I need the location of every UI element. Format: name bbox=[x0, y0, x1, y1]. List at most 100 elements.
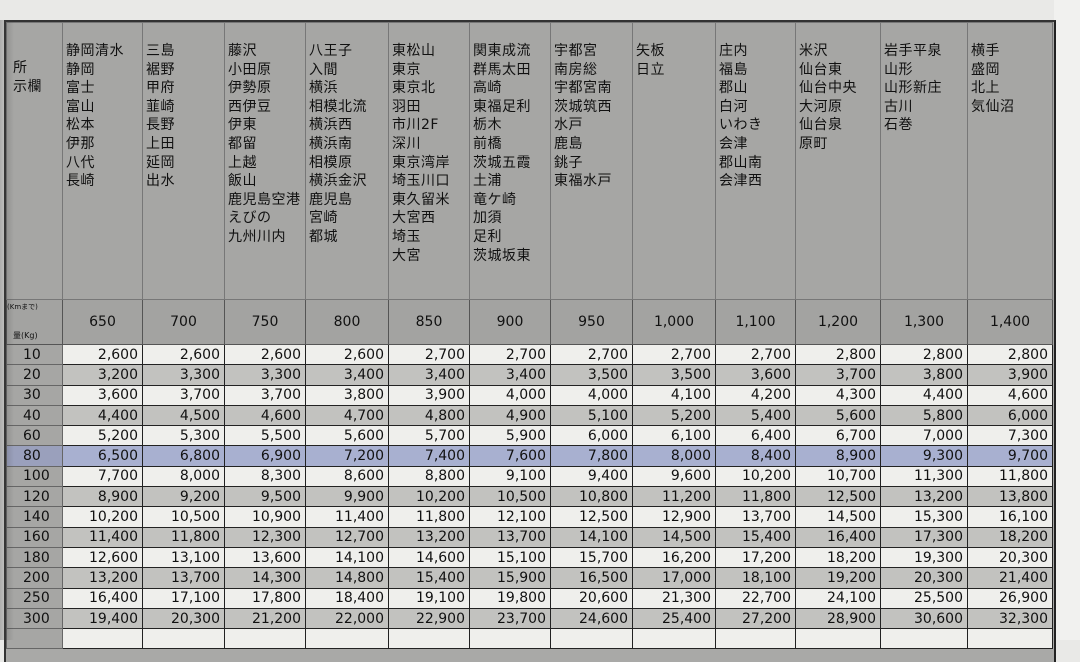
destination-name: 気仙沼 bbox=[971, 98, 1015, 115]
weight-cell: 60 bbox=[6, 425, 63, 447]
binding-shadow bbox=[0, 20, 14, 640]
rate-cell bbox=[967, 628, 1053, 650]
destination-name: 西伊豆 bbox=[228, 98, 272, 115]
destination-name: 石巻 bbox=[884, 117, 913, 134]
destination-name: 庄内 bbox=[719, 43, 748, 59]
destination-name: 仙台中央 bbox=[799, 80, 857, 97]
weight-cell: 120 bbox=[6, 486, 63, 508]
weight-cell: 30 bbox=[6, 384, 63, 406]
rate-cell: 3,400 bbox=[469, 364, 551, 386]
rate-cell: 2,700 bbox=[469, 343, 551, 366]
rate-cell: 8,900 bbox=[795, 445, 881, 467]
weight-cell: 20 bbox=[6, 364, 63, 386]
rate-cell: 7,400 bbox=[388, 445, 470, 467]
destination-name: 都留 bbox=[228, 135, 257, 152]
destination-name: 土浦 bbox=[473, 173, 502, 190]
destination-column-header: 宇都宮 南房総 宇都宮南 茨城筑西 水戸 鹿島 銚子 東福水戸 bbox=[550, 22, 633, 300]
rate-cell: 11,800 bbox=[142, 526, 225, 548]
destination-list: 矢板 日立 bbox=[633, 23, 715, 79]
rate-cell: 15,900 bbox=[469, 567, 551, 589]
distance-cell: 900 bbox=[469, 299, 551, 345]
distance-cell: 750 bbox=[224, 299, 306, 345]
rate-cell: 19,800 bbox=[469, 587, 551, 609]
rate-cell: 7,300 bbox=[967, 425, 1053, 447]
corner-cell: (Kmまで) 量(Kg) bbox=[6, 299, 63, 345]
destination-name: 盛岡 bbox=[971, 61, 1000, 78]
adjacent-page bbox=[1054, 0, 1080, 640]
destination-name: 矢板 bbox=[636, 43, 665, 59]
destination-name: 会津西 bbox=[719, 173, 763, 190]
weight-cell: 180 bbox=[6, 546, 63, 569]
rate-cell: 2,800 bbox=[795, 343, 881, 366]
destination-name: 南房総 bbox=[554, 61, 598, 78]
rate-cell: 3,500 bbox=[550, 364, 633, 386]
rate-cell: 8,300 bbox=[224, 465, 306, 488]
destination-name: 八王子 bbox=[309, 43, 353, 59]
rate-cell: 8,600 bbox=[305, 465, 389, 488]
destination-name: 長崎 bbox=[66, 173, 95, 190]
table-row: 30 3,600 3,700 3,700 3,800 3,900 4,000 4,000 4,1… bbox=[6, 384, 1053, 406]
destination-column-header: 東松山 東京 東京北 羽田 市川2F 深川 東京湾岸 埼玉川口 東久留米 大宮西 埼玉 大宮 bbox=[388, 22, 470, 300]
distance-row: (Kmまで) 量(Kg) 650 700 750 800 850 900 950 1,000 1… bbox=[6, 299, 1053, 345]
destination-name: 鹿児島 bbox=[309, 191, 353, 208]
rate-cell: 26,900 bbox=[967, 587, 1053, 609]
rate-cell: 3,800 bbox=[880, 364, 968, 386]
rate-cell: 3,400 bbox=[305, 364, 389, 386]
rate-cell: 8,400 bbox=[715, 445, 796, 467]
destination-name: 銚子 bbox=[554, 154, 583, 171]
distance-cell: 850 bbox=[388, 299, 470, 345]
label-column-header: 所 示欄 bbox=[6, 22, 63, 300]
rate-cell: 5,200 bbox=[62, 425, 143, 447]
table-row: 300 19,400 20,300 21,200 22,000 22,900 23,700 2… bbox=[6, 607, 1053, 630]
destination-name: 日立 bbox=[636, 61, 665, 78]
rate-cell: 7,800 bbox=[550, 445, 633, 467]
rate-cell: 8,900 bbox=[62, 486, 143, 508]
table-row: 120 8,900 9,200 9,500 9,900 10,200 10,500 10,80… bbox=[6, 486, 1053, 508]
rate-cell bbox=[224, 628, 306, 650]
rate-cell: 8,800 bbox=[388, 465, 470, 488]
rate-cell: 8,000 bbox=[142, 465, 225, 488]
rate-cell: 14,100 bbox=[550, 526, 633, 548]
rate-cell: 6,000 bbox=[967, 404, 1053, 427]
table-row: 20 3,200 3,300 3,300 3,400 3,400 3,400 3,500 3,5… bbox=[6, 364, 1053, 386]
destination-column-header: 岩手平泉 山形 山形新庄 古川 石巻 bbox=[880, 22, 968, 300]
destination-name: 埼玉川口 bbox=[392, 173, 450, 190]
rate-cell: 4,000 bbox=[550, 384, 633, 406]
rate-cell: 4,800 bbox=[388, 404, 470, 427]
destination-name: 関東成流 bbox=[473, 43, 531, 59]
rate-cell: 16,500 bbox=[550, 567, 633, 589]
destination-list: 八王子 入間 横浜 相模北流 横浜西 横浜南 相模原 横浜金沢 鹿児島 宮崎 都城 bbox=[306, 23, 388, 247]
table-row: 200 13,200 13,700 14,300 14,800 15,400 15,900 1… bbox=[6, 567, 1053, 589]
rate-cell: 3,900 bbox=[388, 384, 470, 406]
rate-cell: 13,200 bbox=[880, 486, 968, 508]
rate-cell: 11,800 bbox=[967, 465, 1053, 488]
rate-cell: 12,300 bbox=[224, 526, 306, 548]
rate-cell: 20,600 bbox=[550, 587, 633, 609]
destination-name: 静岡 bbox=[66, 61, 95, 78]
table-row: 10 2,600 2,600 2,600 2,600 2,700 2,700 2,700 2,7… bbox=[6, 343, 1053, 366]
rate-cell: 7,600 bbox=[469, 445, 551, 467]
weight-label: 量(Kg) bbox=[13, 331, 38, 340]
destination-name: 松本 bbox=[66, 117, 95, 134]
rate-cell: 20,300 bbox=[880, 567, 968, 589]
destination-name: 東京 bbox=[392, 61, 421, 78]
rate-cell: 2,700 bbox=[715, 343, 796, 366]
rate-cell: 32,300 bbox=[967, 607, 1053, 630]
rate-cell: 18,200 bbox=[967, 526, 1053, 548]
weight-cell: 200 bbox=[6, 567, 63, 589]
destination-list: 岩手平泉 山形 山形新庄 古川 石巻 bbox=[881, 23, 967, 135]
table-row-cut-off bbox=[6, 628, 1053, 650]
destination-name: 九州川内 bbox=[228, 228, 286, 245]
destination-name: 宮崎 bbox=[309, 210, 338, 227]
rate-cell: 10,200 bbox=[715, 465, 796, 488]
rate-cell: 12,700 bbox=[305, 526, 389, 548]
rate-cell: 10,200 bbox=[62, 506, 143, 528]
destination-list: 三島 裾野 甲府 韮崎 長野 上田 延岡 出水 bbox=[143, 23, 224, 191]
destination-name: 栃木 bbox=[473, 117, 502, 134]
destination-name: 仙台泉 bbox=[799, 117, 843, 134]
rate-cell: 5,100 bbox=[550, 404, 633, 427]
rate-cell: 9,700 bbox=[967, 445, 1053, 467]
destination-column-header: 藤沢 小田原 伊勢原 西伊豆 伊東 都留 上越 飯山 鹿児島空港 えびの 九州川内 bbox=[224, 22, 306, 300]
distance-cell: 950 bbox=[550, 299, 633, 345]
rate-cell: 28,900 bbox=[795, 607, 881, 630]
